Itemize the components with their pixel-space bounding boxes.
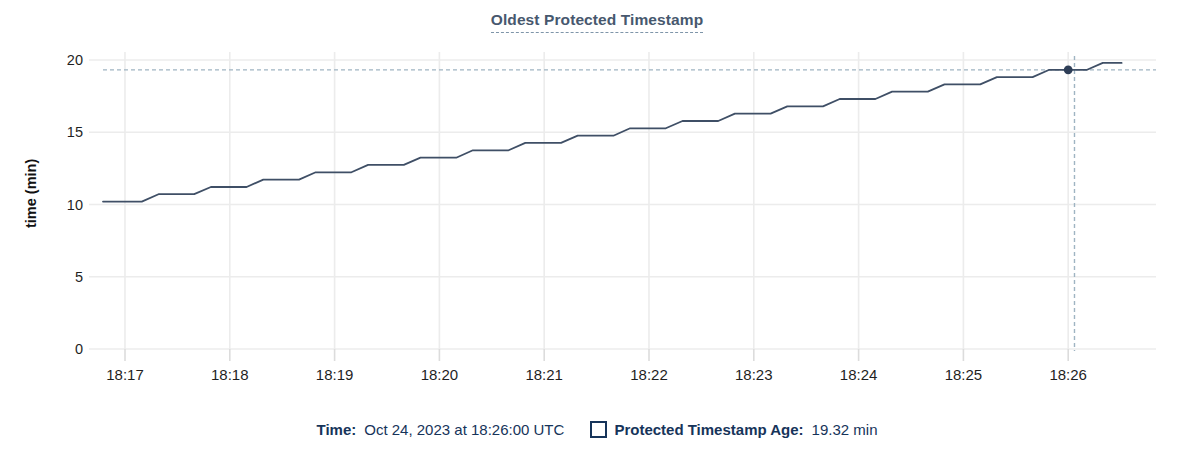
highlight-point: [1064, 65, 1073, 74]
y-tick-label: 10: [67, 197, 83, 213]
chart-title[interactable]: Oldest Protected Timestamp: [491, 11, 704, 33]
y-tick-label: 20: [67, 52, 83, 68]
legend-series-value: 19.32 min: [812, 421, 878, 438]
chart-legend: Time: Oct 24, 2023 at 18:26:00 UTC Prote…: [0, 421, 1194, 438]
metric-chart-card: Oldest Protected Timestamp 0 5 10 15 20 18:17…: [0, 0, 1194, 466]
x-tick-label: 18:22: [630, 366, 668, 383]
legend-time-value: Oct 24, 2023 at 18:26:00 UTC: [364, 421, 564, 438]
legend-series-toggle[interactable]: Protected Timestamp Age: 19.32 min: [590, 421, 877, 438]
x-tick-label: 18:21: [525, 366, 563, 383]
chart-header: Oldest Protected Timestamp: [0, 11, 1194, 33]
legend-series-label: Protected Timestamp Age:: [614, 421, 803, 438]
legend-time-label: Time:: [317, 421, 357, 438]
y-tick-label: 0: [75, 341, 83, 357]
x-tick-label: 18:23: [735, 366, 773, 383]
x-tick-label: 18:18: [211, 366, 249, 383]
chart-canvas[interactable]: 0 5 10 15 20 18:17 18:18 18:19 18:20 18:21 18:22 18…: [0, 0, 1194, 410]
x-tick-label: 18:17: [106, 366, 144, 383]
x-tick-label: 18:26: [1049, 366, 1087, 383]
x-tick-label: 18:25: [945, 366, 983, 383]
y-tick-label: 15: [67, 124, 83, 140]
series-checkbox-icon[interactable]: [590, 421, 607, 438]
x-tick-label: 18:24: [840, 366, 878, 383]
legend-time-readout: Time: Oct 24, 2023 at 18:26:00 UTC: [317, 421, 565, 438]
y-tick-label: 5: [75, 269, 83, 285]
x-tick-label: 18:19: [316, 366, 354, 383]
x-tick-label: 18:20: [421, 366, 459, 383]
